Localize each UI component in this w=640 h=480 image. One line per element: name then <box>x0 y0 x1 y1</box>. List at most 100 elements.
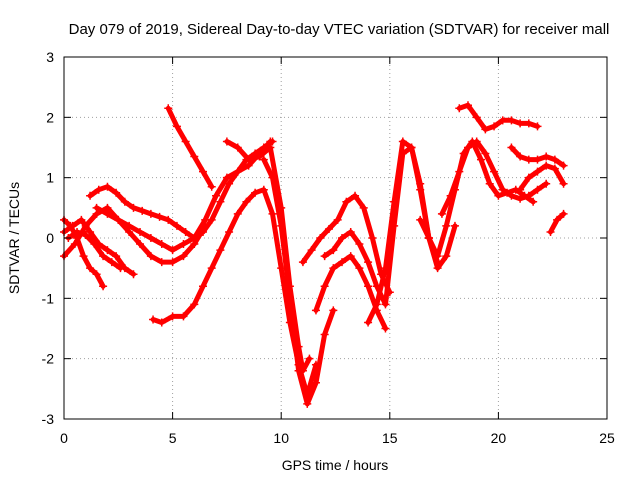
data-point <box>542 152 551 161</box>
data-point <box>112 252 121 261</box>
series-satellite-track-7 <box>165 105 215 190</box>
data-point <box>559 209 568 218</box>
data-point <box>368 234 377 242</box>
data-point <box>533 155 542 164</box>
data-point <box>481 125 490 134</box>
data-point <box>233 209 242 218</box>
axis-ticks: 0 5 10 15 20 25 -3 -2 -1 0 1 2 3 <box>42 49 615 446</box>
data-point <box>120 197 129 206</box>
data-point <box>455 104 464 113</box>
data-point <box>114 215 123 224</box>
data-point <box>351 191 360 200</box>
data-point <box>157 318 166 327</box>
data-point <box>485 179 494 188</box>
data-point <box>424 234 433 242</box>
data-point <box>259 185 268 194</box>
data-point <box>550 155 559 164</box>
data-point <box>168 312 177 321</box>
data-point <box>516 194 525 203</box>
series-satellite-track-9 <box>224 139 312 374</box>
data-point <box>329 306 338 315</box>
data-point <box>94 185 103 194</box>
data-point <box>99 282 108 291</box>
data-point <box>533 122 542 131</box>
data-point <box>294 366 303 375</box>
data-point <box>190 300 199 309</box>
data-point <box>90 240 99 249</box>
series-satellite-track-19 <box>517 163 567 193</box>
data-point <box>103 182 112 191</box>
data-point <box>338 234 347 242</box>
data-point <box>216 246 225 255</box>
data-point <box>298 258 307 267</box>
x-tick-label: 0 <box>60 430 68 446</box>
data-point <box>216 197 225 206</box>
data-point <box>477 155 486 164</box>
data-point <box>199 167 208 176</box>
data-point <box>251 188 260 197</box>
data-point <box>338 258 347 267</box>
data-point <box>364 318 373 327</box>
series-satellite-track-5 <box>87 139 275 241</box>
data-point <box>92 203 101 212</box>
data-point <box>533 185 542 194</box>
data-point <box>103 209 112 218</box>
data-point <box>372 300 381 309</box>
data-point <box>320 282 329 291</box>
data-point <box>164 104 173 113</box>
series-satellite-track-16 <box>456 102 540 132</box>
data-point <box>342 197 351 206</box>
data-point <box>79 252 88 261</box>
x-axis-label: GPS time / hours <box>282 457 389 473</box>
data-point <box>277 221 286 230</box>
data-point <box>333 215 342 224</box>
data-point <box>455 167 464 176</box>
series-satellite-track-12 <box>313 253 388 331</box>
data-point <box>233 167 242 176</box>
data-point <box>207 182 216 191</box>
data-point <box>92 270 101 279</box>
data-point <box>490 167 499 176</box>
data-point <box>516 152 525 161</box>
data-point <box>129 203 138 212</box>
data-point <box>329 246 338 255</box>
data-point <box>125 221 134 230</box>
data-point <box>550 164 559 173</box>
data-point <box>516 119 525 128</box>
data-point <box>390 197 399 206</box>
data-point <box>433 264 442 273</box>
data-point <box>168 246 177 255</box>
y-tick-label: 2 <box>46 109 54 125</box>
data-point <box>463 101 472 110</box>
y-axis-label: SDTVAR / TECUs <box>6 182 22 294</box>
data-point <box>450 221 459 230</box>
data-point <box>498 116 507 125</box>
data-point <box>442 221 451 230</box>
data-point <box>529 197 538 206</box>
data-point <box>129 270 138 279</box>
data-point <box>212 191 221 200</box>
data-point <box>507 191 516 200</box>
data-point <box>225 179 234 188</box>
data-point <box>112 188 121 197</box>
data-point <box>222 137 231 146</box>
data-point <box>181 227 190 236</box>
data-point <box>446 191 455 200</box>
data-point <box>179 240 188 249</box>
data-point <box>307 246 316 255</box>
data-point <box>179 312 188 321</box>
data-point <box>559 179 568 188</box>
data-point <box>136 240 145 249</box>
data-point <box>524 155 533 164</box>
data-point <box>244 155 253 164</box>
data-point <box>490 122 499 131</box>
data-point <box>146 234 155 242</box>
data-point <box>86 191 95 200</box>
data-point <box>355 264 364 273</box>
data-point <box>81 230 90 239</box>
data-point <box>524 173 533 182</box>
x-tick-label: 5 <box>169 430 177 446</box>
data-point <box>146 209 155 218</box>
data-point <box>268 173 277 182</box>
data-point <box>172 122 181 131</box>
